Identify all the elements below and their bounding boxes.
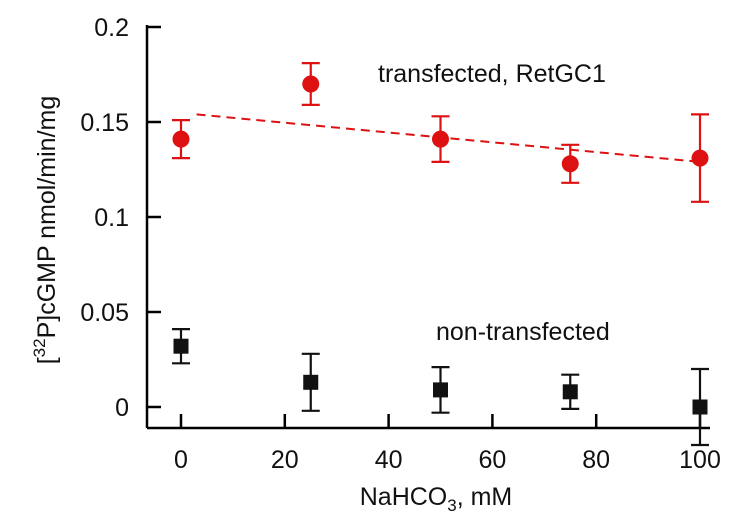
y-tick-label: 0.15	[80, 109, 129, 137]
y-axis-title: [32P]cGMP nmol/min/mg	[30, 96, 61, 365]
x-axis-title-suffix: , mM	[457, 483, 513, 511]
x-ticks: 0 20 40 60 80 100	[174, 414, 721, 474]
non-transfected-point	[433, 382, 448, 398]
y-tick-label: 0.1	[94, 204, 129, 232]
x-tick-label: 40	[375, 446, 403, 474]
annotation-transfected: transfected, RetGC1	[378, 60, 606, 88]
transfected-point	[432, 130, 449, 148]
transfected-point	[561, 155, 579, 173]
y-ticks: 0 0.05 0.1 0.15 0.2	[80, 14, 161, 422]
y-tick-label: 0.2	[94, 14, 129, 42]
non-transfected-point	[562, 384, 578, 400]
markers	[172, 75, 709, 415]
non-transfected-point	[692, 399, 708, 415]
y-tick-label: 0.05	[80, 299, 129, 327]
non-transfected-point	[173, 338, 189, 354]
annotation-non-transfected: non-transfected	[436, 318, 610, 346]
x-tick-label: 60	[478, 446, 506, 474]
y-axis-title-superscript: 32	[30, 338, 49, 357]
transfected-point	[172, 130, 190, 148]
transfected-point	[302, 75, 320, 93]
fit-lines	[196, 113, 701, 163]
x-tick-label: 80	[582, 446, 610, 474]
x-axis-title-prefix: NaHCO	[360, 483, 448, 511]
transfected-point	[691, 149, 709, 167]
y-axis-title-rest: P]cGMP nmol/min/mg	[33, 96, 61, 339]
x-axis-title: NaHCO3, mM	[360, 483, 513, 515]
x-axis-title-subscript: 3	[447, 496, 456, 515]
x-tick-label: 20	[271, 446, 299, 474]
y-tick-label: 0	[115, 394, 129, 422]
x-tick-label: 0	[174, 446, 188, 474]
non-transfected-point	[303, 374, 319, 390]
x-tick-label: 100	[679, 446, 721, 474]
transfected-fit-line	[196, 113, 701, 163]
y-axis-title-open: [	[33, 357, 61, 364]
